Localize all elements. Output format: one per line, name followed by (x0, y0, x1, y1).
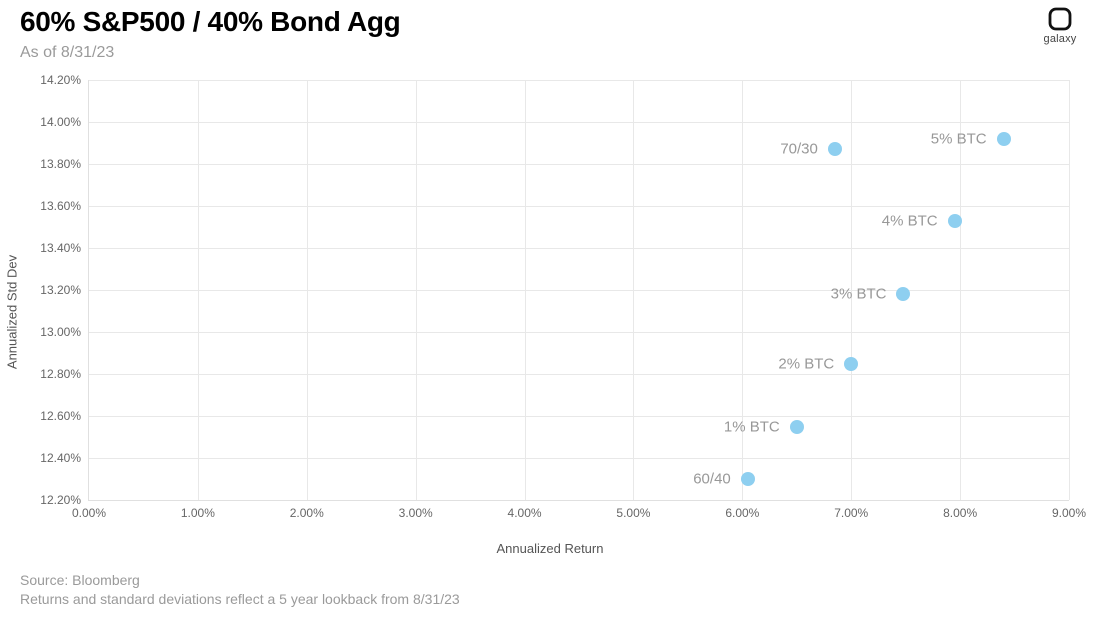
gridline-horizontal (89, 80, 1069, 81)
x-tick-label: 0.00% (72, 506, 106, 520)
x-tick-label: 2.00% (290, 506, 324, 520)
gridline-horizontal (89, 122, 1069, 123)
x-tick-label: 9.00% (1052, 506, 1086, 520)
scatter-point: 70/30 (828, 142, 842, 156)
scatter-point: 4% BTC (948, 214, 962, 228)
gridline-horizontal (89, 416, 1069, 417)
y-tick-label: 12.60% (40, 409, 81, 423)
gridline-horizontal (89, 458, 1069, 459)
scatter-point: 60/40 (741, 472, 755, 486)
footnote-text: Returns and standard deviations reflect … (20, 590, 460, 609)
y-tick-label: 13.80% (40, 157, 81, 171)
point-label: 3% BTC (831, 286, 887, 303)
chart-area: Annualized Std Dev 0.00%1.00%2.00%3.00%4… (20, 72, 1080, 552)
plot-region: 0.00%1.00%2.00%3.00%4.00%5.00%6.00%7.00%… (88, 80, 1069, 501)
x-tick-label: 6.00% (725, 506, 759, 520)
point-label: 5% BTC (931, 130, 987, 147)
gridline-horizontal (89, 206, 1069, 207)
point-label: 1% BTC (724, 418, 780, 435)
y-tick-label: 12.40% (40, 451, 81, 465)
chart-title: 60% S&P500 / 40% Bond Agg (20, 6, 400, 38)
galaxy-icon (1047, 6, 1073, 32)
x-tick-label: 3.00% (399, 506, 433, 520)
point-label: 60/40 (693, 471, 731, 488)
point-label: 2% BTC (778, 355, 834, 372)
y-tick-label: 12.80% (40, 367, 81, 381)
scatter-point: 5% BTC (997, 132, 1011, 146)
point-label: 4% BTC (882, 212, 938, 229)
scatter-point: 1% BTC (790, 420, 804, 434)
y-tick-label: 14.20% (40, 73, 81, 87)
y-tick-label: 13.40% (40, 241, 81, 255)
gridline-horizontal (89, 332, 1069, 333)
y-tick-label: 13.00% (40, 325, 81, 339)
brand-logo-text: galaxy (1040, 33, 1080, 45)
y-tick-label: 13.20% (40, 283, 81, 297)
x-tick-label: 7.00% (834, 506, 868, 520)
brand-logo: galaxy (1040, 6, 1080, 45)
gridline-horizontal (89, 164, 1069, 165)
scatter-point: 2% BTC (844, 357, 858, 371)
gridline-horizontal (89, 248, 1069, 249)
y-axis-label: Annualized Std Dev (5, 255, 20, 369)
x-tick-label: 1.00% (181, 506, 215, 520)
gridline-horizontal (89, 290, 1069, 291)
y-tick-label: 12.20% (40, 493, 81, 507)
chart-subtitle: As of 8/31/23 (20, 44, 114, 62)
x-axis-label: Annualized Return (497, 541, 604, 556)
x-tick-label: 5.00% (616, 506, 650, 520)
scatter-point: 3% BTC (896, 287, 910, 301)
chart-footer: Source: Bloomberg Returns and standard d… (20, 571, 460, 609)
gridline-vertical (1069, 80, 1070, 500)
x-tick-label: 8.00% (943, 506, 977, 520)
x-tick-label: 4.00% (508, 506, 542, 520)
y-tick-label: 13.60% (40, 199, 81, 213)
y-tick-label: 14.00% (40, 115, 81, 129)
gridline-horizontal (89, 374, 1069, 375)
source-text: Source: Bloomberg (20, 571, 460, 590)
point-label: 70/30 (780, 141, 818, 158)
